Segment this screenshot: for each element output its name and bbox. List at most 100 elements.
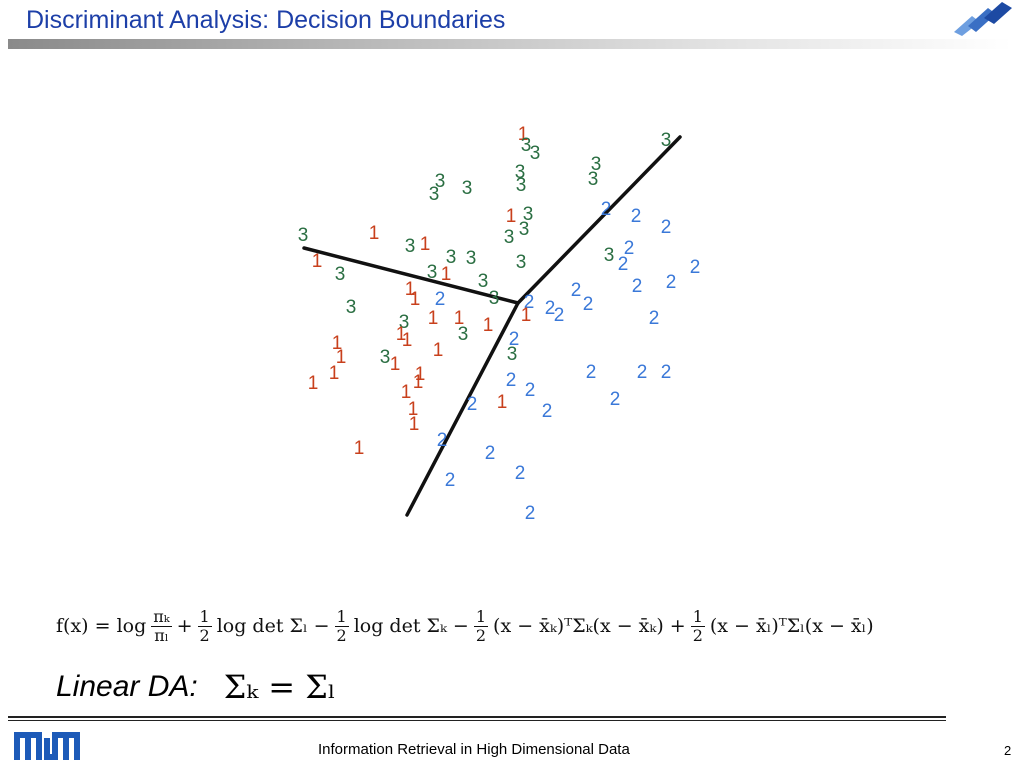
class-3-point: 3 xyxy=(515,162,526,183)
class-2-point: 2 xyxy=(524,292,535,313)
class-3-point: 3 xyxy=(516,252,527,273)
class-2-point: 2 xyxy=(583,294,594,315)
formula-term1: log det Σₗ − xyxy=(216,615,330,637)
class-1-point: 1 xyxy=(336,347,347,368)
class-2-point: 2 xyxy=(506,370,517,391)
page-number: 2 xyxy=(1004,743,1012,758)
decision-boundaries xyxy=(302,135,682,517)
class-3-point: 3 xyxy=(591,154,602,175)
class-2-point: 2 xyxy=(637,362,648,383)
class-3-point: 3 xyxy=(588,169,599,190)
class-2-point: 2 xyxy=(624,238,635,259)
class-1-point: 1 xyxy=(390,354,401,375)
class-3-point: 3 xyxy=(298,225,309,246)
fraction-half-1: 1 2 xyxy=(197,606,212,645)
class-2-point: 2 xyxy=(525,503,536,524)
class-3-point: 3 xyxy=(466,248,477,269)
fraction-half-2: 1 2 xyxy=(334,606,349,645)
class-1-point: 1 xyxy=(454,308,465,329)
class-3-point: 3 xyxy=(523,204,534,225)
class-3-point: 3 xyxy=(489,288,500,309)
fraction-half-4: 1 2 xyxy=(690,606,705,645)
title-rule xyxy=(8,39,1012,49)
class-3-point: 3 xyxy=(530,143,541,164)
slide-title: Discriminant Analysis: Decision Boundari… xyxy=(26,6,506,34)
class-3-point: 3 xyxy=(462,178,473,199)
fraction-den: πₗ xyxy=(154,625,169,645)
class-1-point: 1 xyxy=(402,330,413,351)
class-3-point: 3 xyxy=(504,227,515,248)
class-2-point: 2 xyxy=(509,329,520,350)
class-1-point: 1 xyxy=(354,438,365,459)
class-2-point: 2 xyxy=(666,272,677,293)
linear-da-label: Linear DA: xyxy=(56,670,198,703)
class-3-point: 3 xyxy=(399,312,410,333)
formula-term3: (x − x̄ₖ)ᵀΣₖ(x − x̄ₖ) + xyxy=(493,615,686,637)
class-1-point: 1 xyxy=(308,373,319,394)
class-3-point: 3 xyxy=(521,135,532,156)
footer-course-title: Information Retrieval in High Dimensiona… xyxy=(318,741,630,758)
fraction-half-3: 1 2 xyxy=(473,606,489,645)
class-1-point: 1 xyxy=(401,382,412,403)
decision-boundary-line xyxy=(405,301,520,517)
linear-da-row: Linear DA: Σₖ = Σₗ xyxy=(56,664,336,710)
class-1-point: 1 xyxy=(312,251,323,272)
class-3-point: 3 xyxy=(519,219,530,240)
class-1-point: 1 xyxy=(497,392,508,413)
fraction-prior: πₖ πₗ xyxy=(151,607,172,645)
class-1-point: 1 xyxy=(405,279,416,300)
class-1-point: 1 xyxy=(521,305,532,326)
class-3-point: 3 xyxy=(604,245,615,266)
class-2-point: 2 xyxy=(437,430,448,451)
class-1-point: 1 xyxy=(441,264,452,285)
formula-term4: (x − x̄ₗ)ᵀΣₗ(x − x̄ₗ) xyxy=(709,615,874,637)
class-3-point: 3 xyxy=(507,344,518,365)
decision-boundary-line xyxy=(302,246,520,305)
class-3-point: 3 xyxy=(335,264,346,285)
class-2-point: 2 xyxy=(467,394,478,415)
formula-f: f(x) = log xyxy=(56,615,147,637)
formula-term2: log det Σₖ − xyxy=(353,615,469,637)
class-2-point: 2 xyxy=(435,289,446,310)
class-2-point: 2 xyxy=(661,217,672,238)
class-2-point: 2 xyxy=(515,463,526,484)
class-1-point: 1 xyxy=(506,206,517,227)
class-2-point: 2 xyxy=(631,206,642,227)
class-1-point: 1 xyxy=(409,414,420,435)
class-1-point: 1 xyxy=(433,340,444,361)
class-2-point: 2 xyxy=(542,401,553,422)
class-2-point: 2 xyxy=(525,380,536,401)
class-2-point: 2 xyxy=(545,298,556,319)
class-1-point: 1 xyxy=(408,399,419,420)
footer-rule-thin xyxy=(8,720,946,721)
class-2-point: 2 xyxy=(690,257,701,278)
class-1-point: 1 xyxy=(396,324,407,345)
class-2-point: 2 xyxy=(649,308,660,329)
class-1-point: 1 xyxy=(420,234,431,255)
class-2-point: 2 xyxy=(618,254,629,275)
class-2-point: 2 xyxy=(571,280,582,301)
class-1-point: 1 xyxy=(428,308,439,329)
class-3-point: 3 xyxy=(458,324,469,345)
class-3-point: 3 xyxy=(435,171,446,192)
class-1-point: 1 xyxy=(369,223,380,244)
class-3-point: 3 xyxy=(429,184,440,205)
class-1-point: 1 xyxy=(518,124,529,145)
class-2-point: 2 xyxy=(601,199,612,220)
corner-logo-icon xyxy=(954,2,1012,36)
linear-da-equation: Σₖ = Σₗ xyxy=(223,668,336,706)
class-1-point: 1 xyxy=(413,372,424,393)
class-2-point: 2 xyxy=(485,443,496,464)
class-1-point: 1 xyxy=(483,315,494,336)
class-2-point: 2 xyxy=(632,276,643,297)
class-2-point: 2 xyxy=(610,389,621,410)
class-2-point: 2 xyxy=(661,362,672,383)
class-3-point: 3 xyxy=(427,262,438,283)
footer-rule xyxy=(8,716,946,718)
class-1-point: 1 xyxy=(332,333,343,354)
class-3-point: 3 xyxy=(405,236,416,257)
decision-boundary-line xyxy=(516,135,682,305)
class-2-point: 2 xyxy=(445,470,456,491)
